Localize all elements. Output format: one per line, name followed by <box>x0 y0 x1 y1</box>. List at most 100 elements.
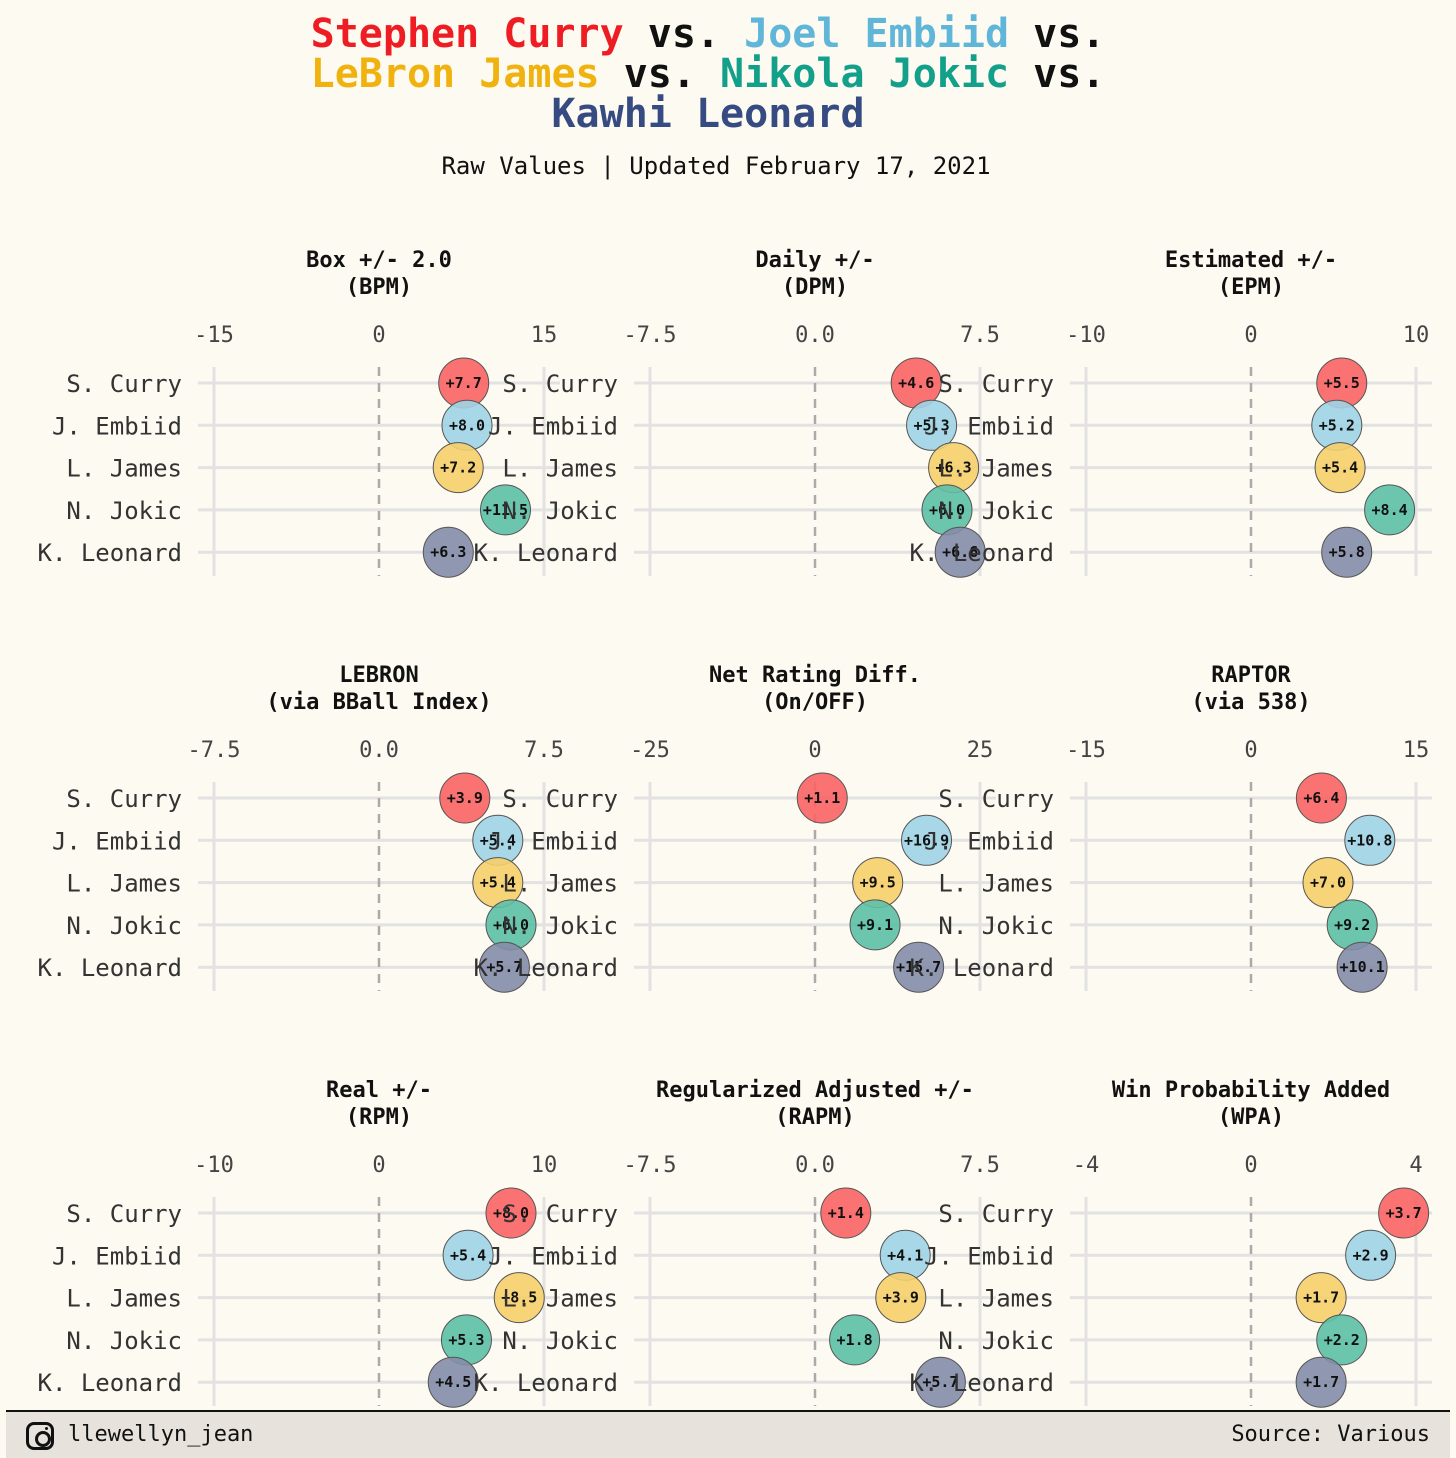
panel-wpa: Win Probability Added(WPA) -4 0 4 S. Curry J.… <box>910 1078 1432 1408</box>
title-line: Stephen Curry vs. Joel Embiid vs. <box>0 14 1416 54</box>
data-label: +8.0 <box>449 416 485 434</box>
tick-label: 7.5 <box>960 1153 1000 1178</box>
tick-label: 0 <box>372 323 385 348</box>
data-label: +3.9 <box>883 1289 919 1307</box>
player-label: N. Jokic <box>66 912 182 940</box>
instagram-icon[interactable] <box>26 1422 54 1450</box>
data-point <box>893 941 945 993</box>
tick-label: 7.5 <box>524 738 564 763</box>
player-label: J. Embiid <box>488 412 618 440</box>
player-label: N. Jokic <box>66 497 182 525</box>
panel-title: RAPTOR <box>1211 663 1291 688</box>
tick-label: -25 <box>630 738 670 763</box>
player-label: L. James <box>938 1285 1054 1313</box>
player-label: N. Jokic <box>502 497 618 525</box>
title-segment: vs. <box>1009 51 1106 97</box>
player-label: N. Jokic <box>66 1327 182 1355</box>
player-label: K. Leonard <box>474 954 619 982</box>
data-label: +6.4 <box>1303 789 1339 807</box>
panel-bpm: Box +/- 2.0(BPM) -15 0 15 S. Curry J. Embiid L… <box>38 248 560 578</box>
player-label: S. Curry <box>66 370 182 398</box>
title-segment: Joel Embiid <box>744 11 1010 57</box>
player-label: N. Jokic <box>938 1327 1054 1355</box>
panel-epm: Estimated +/-(EPM) -10 0 10 S. Curry J. Embii… <box>910 248 1432 578</box>
player-label: S. Curry <box>66 1200 182 1228</box>
player-label: N. Jokic <box>938 912 1054 940</box>
data-point <box>1295 772 1347 824</box>
data-label: +5.4 <box>1322 459 1358 477</box>
data-point <box>1302 857 1354 909</box>
player-label: J. Embiid <box>52 1242 182 1270</box>
player-label: K. Leonard <box>38 1369 183 1397</box>
title-segment: vs. <box>623 11 745 57</box>
data-point <box>849 899 901 951</box>
panel-rpm: Real +/-(RPM) -10 0 10 S. Curry J. Embiid L. J… <box>38 1078 560 1408</box>
data-point <box>442 1229 494 1281</box>
data-label: +6.6 <box>942 543 978 561</box>
tick-label: 25 <box>967 738 994 763</box>
data-label: +2.9 <box>1353 1246 1389 1264</box>
player-label: L. James <box>502 1285 618 1313</box>
data-label: +4.5 <box>435 1373 471 1391</box>
data-point <box>1295 1356 1347 1408</box>
data-label: +3.9 <box>447 789 483 807</box>
data-point <box>432 442 484 494</box>
panel-title: (via 538) <box>1191 690 1310 715</box>
panel-onoff: Net Rating Diff.(On/OFF) -25 0 25 S. Curry J.… <box>474 663 996 993</box>
panel-title: LEBRON <box>339 663 418 688</box>
data-label: +8.4 <box>1372 501 1408 519</box>
player-label: S. Curry <box>502 370 618 398</box>
player-label: L. James <box>938 455 1054 483</box>
data-label: +3.7 <box>1386 1204 1422 1222</box>
player-label: K. Leonard <box>910 539 1055 567</box>
data-point <box>427 1356 479 1408</box>
data-label: +8.5 <box>501 1289 537 1307</box>
data-label: +9.1 <box>857 916 893 934</box>
tick-label: 0.0 <box>795 323 835 348</box>
data-label: +5.4 <box>480 831 516 849</box>
player-label: S. Curry <box>502 1200 618 1228</box>
panel-title: (On/OFF) <box>762 690 868 715</box>
data-label: +5.7 <box>922 1373 958 1391</box>
chart-subtitle: Raw Values | Updated February 17, 2021 <box>441 152 991 180</box>
tick-label: 0 <box>372 1153 385 1178</box>
chart-title: Stephen Curry vs. Joel Embiid vs. LeBron … <box>0 14 1416 134</box>
data-label: +5.2 <box>1319 416 1355 434</box>
player-label: N. Jokic <box>938 497 1054 525</box>
data-point <box>1364 484 1416 536</box>
data-label: +9.2 <box>1334 916 1370 934</box>
player-label: K. Leonard <box>38 954 183 982</box>
title-line: Kawhi Leonard <box>0 94 1416 134</box>
tick-label: -10 <box>1066 323 1106 348</box>
data-point <box>485 1187 537 1239</box>
data-point <box>1345 1229 1397 1281</box>
data-label: +6.0 <box>929 501 965 519</box>
title-segment: Stephen Curry <box>310 11 624 57</box>
data-point <box>829 1314 881 1366</box>
tick-label: 0.0 <box>359 738 399 763</box>
title-segment: vs. <box>1009 11 1106 57</box>
panel-title: (RAPM) <box>775 1105 854 1130</box>
title-line: LeBron James vs. Nikola Jokic vs. <box>0 54 1416 94</box>
player-label: S. Curry <box>502 785 618 813</box>
player-label: S. Curry <box>938 1200 1054 1228</box>
player-label: J. Embiid <box>924 827 1054 855</box>
data-label: +10.8 <box>1347 831 1392 849</box>
panel-title: (EPM) <box>1218 275 1284 300</box>
data-label: +9.5 <box>860 874 896 892</box>
data-point <box>906 399 958 451</box>
instagram-handle[interactable]: llewellyn_jean <box>68 1422 254 1447</box>
source-note: Source: Various <box>1231 1422 1430 1447</box>
tick-label: 10 <box>531 1153 558 1178</box>
player-label: K. Leonard <box>38 539 183 567</box>
player-label: N. Jokic <box>502 912 618 940</box>
data-label: +4.1 <box>887 1246 923 1264</box>
data-label: +1.1 <box>804 789 840 807</box>
player-label: J. Embiid <box>488 1242 618 1270</box>
player-label: K. Leonard <box>474 539 619 567</box>
data-label: +6.0 <box>493 916 529 934</box>
data-label: +6.3 <box>936 459 972 477</box>
tick-label: 0 <box>1244 738 1257 763</box>
data-point <box>1316 1314 1368 1366</box>
